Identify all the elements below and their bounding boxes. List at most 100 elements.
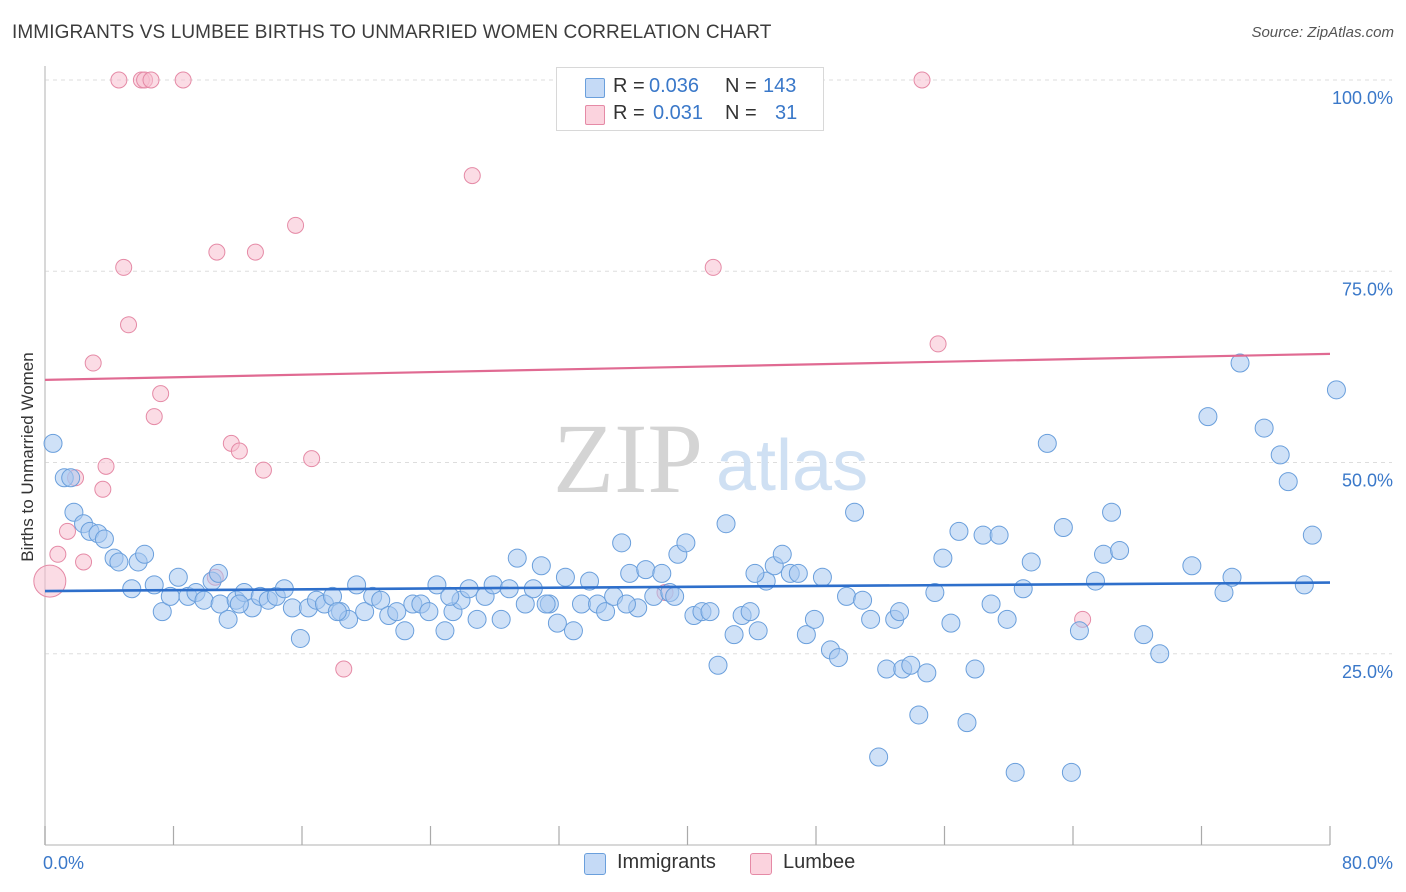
lumbee-point (142, 71, 160, 89)
lumbee-legend-swatch (750, 853, 772, 875)
n-value: 143 (763, 75, 797, 97)
immigrants-point (1182, 556, 1202, 576)
immigrants-point (973, 525, 993, 545)
r-label: R = (613, 75, 645, 97)
immigrants-point (828, 648, 848, 668)
immigrants-point (435, 621, 455, 641)
immigrants-point (419, 602, 439, 622)
immigrants-point (748, 621, 768, 641)
immigrants-point (1150, 644, 1170, 664)
immigrants-point (772, 544, 792, 564)
r-label: R = (613, 102, 645, 124)
immigrants-point (652, 563, 672, 583)
y-tick-label: 75.0% (1342, 279, 1393, 299)
immigrants-point (949, 521, 969, 541)
n-label: N = (725, 75, 757, 97)
n-label: N = (725, 102, 757, 124)
immigrants-point (536, 594, 556, 614)
immigrants-point (933, 548, 953, 568)
immigrants-point (1230, 353, 1250, 373)
lumbee-point (145, 408, 163, 426)
n-value: 31 (775, 102, 798, 124)
immigrants-point (1294, 575, 1314, 595)
immigrants-point (152, 602, 172, 622)
immigrants-point (1254, 418, 1274, 438)
immigrants-point (997, 609, 1017, 629)
immigrants-swatch (585, 78, 605, 98)
stats-row-lumbee: R = 0.031 N = 31 (557, 101, 823, 127)
lumbee-point (84, 354, 102, 372)
immigrants-trend-line (44, 581, 1331, 593)
immigrants-point (531, 556, 551, 576)
lumbee-point (97, 457, 115, 475)
lumbee-point (230, 442, 248, 460)
lumbee-point (75, 553, 93, 571)
immigrants-point (596, 602, 616, 622)
lumbee-swatch (585, 105, 605, 125)
immigrants-point (515, 594, 535, 614)
x-tick-label: 80.0% (1342, 853, 1393, 873)
source-label: Source: ZipAtlas.com (1251, 24, 1394, 41)
immigrants-point (845, 502, 865, 522)
immigrants-point (43, 433, 63, 453)
lumbee-point (49, 545, 67, 563)
y-tick-label: 50.0% (1342, 471, 1393, 491)
trend-lines (44, 352, 1331, 593)
immigrants-point (371, 590, 391, 610)
immigrants-point (1069, 621, 1089, 641)
immigrants-point (580, 571, 600, 591)
immigrants-point (981, 594, 1001, 614)
immigrants-point (135, 544, 155, 564)
immigrants-point (796, 625, 816, 645)
immigrants-point (122, 579, 142, 599)
immigrants-point (745, 563, 765, 583)
immigrants-point (989, 525, 1009, 545)
y-tick-label: 25.0% (1342, 662, 1393, 682)
lumbee-point (303, 450, 321, 468)
immigrants-point (327, 602, 347, 622)
immigrants-point (917, 663, 937, 683)
immigrants-point (740, 602, 760, 622)
immigrants-point (109, 552, 129, 572)
immigrants-point (665, 586, 685, 606)
lumbee-point (174, 71, 192, 89)
immigrants-point (1222, 567, 1242, 587)
immigrants-point (218, 609, 238, 629)
immigrants-point (909, 705, 929, 725)
r-value: 0.031 (653, 102, 704, 124)
lumbee-point (120, 316, 138, 334)
immigrants-point (547, 613, 567, 633)
stats-legend: R = 0.036 N = 143 R = 0.031 N = 31 (556, 67, 824, 131)
tick-labels: 25.0% 50.0% 75.0% 100.0% 0.0% 80.0% (43, 88, 1393, 873)
immigrants-point (1278, 472, 1298, 492)
immigrants-points (43, 353, 1346, 782)
immigrants-point (168, 567, 188, 587)
immigrants-point (636, 560, 656, 580)
immigrants-point (1013, 579, 1033, 599)
immigrants-point (1005, 762, 1025, 782)
x-tick-label: 0.0% (43, 853, 84, 873)
lumbee-point (115, 258, 133, 276)
immigrants-point (1021, 552, 1041, 572)
lumbee-point (704, 258, 722, 276)
immigrants-point (395, 621, 415, 641)
immigrants-point (620, 563, 640, 583)
immigrants-point (440, 586, 460, 606)
immigrants-point (957, 713, 977, 733)
immigrants-point (1110, 540, 1130, 560)
immigrants-point (1270, 445, 1290, 465)
immigrants-point (676, 533, 696, 553)
legend-label-immigrants: Immigrants (617, 851, 716, 873)
lumbee-point (287, 216, 305, 234)
immigrants-point (1102, 502, 1122, 522)
immigrants-point (788, 563, 808, 583)
immigrants-point (941, 613, 961, 633)
immigrants-point (1094, 544, 1114, 564)
watermark-atlas: atlas (716, 426, 868, 506)
immigrants-point (965, 659, 985, 679)
immigrants-point (1198, 407, 1218, 427)
immigrants-point (290, 628, 310, 648)
immigrants-point (483, 575, 503, 595)
immigrants-point (877, 659, 897, 679)
immigrants-point (507, 548, 527, 568)
